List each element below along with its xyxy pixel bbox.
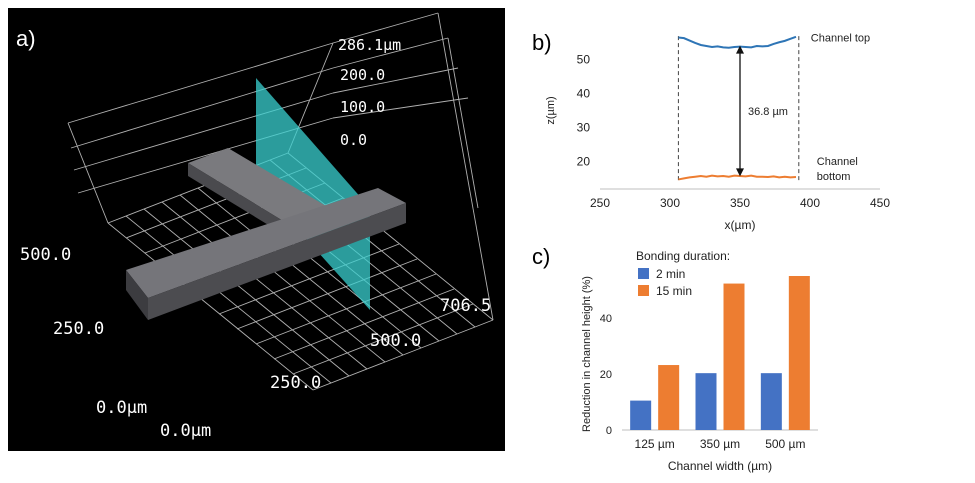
height-annotation: 36.8 µm [748,106,788,118]
z-label-200: 200.0 [340,66,385,84]
y-tick-label: 40 [600,313,612,325]
bar-2-min-1 [695,373,717,430]
x-tick-label: 300 [660,196,680,210]
y-tick-label: 0 [606,425,612,437]
y-tick-label: 30 [577,121,591,135]
series-label-channel-bottom-1: Channel [817,156,858,168]
series-label-channel-top: Channel top [811,32,870,44]
panel-a-3d-view: 286.1µm 200.0 100.0 0.0 500.0 250.0 0.0µ… [8,8,505,451]
x-tick-label: 400 [800,196,820,210]
y-label-500: 500.0 [20,245,71,265]
y-axis-title: z(µm) [545,96,557,124]
chart-c-bar-chart: 0 20 40 125 µm 350 µm 500 µm Channel width (µm… [581,249,818,473]
x-label-250: 250.0 [270,373,321,393]
bar-15-min-2 [788,276,810,430]
chart-b-profile: 250 300 350 400 450 20 30 40 50 x(µm) z(µm) 36.8 µm… [545,32,890,232]
legend-swatch-15-min [638,285,649,296]
legend-label-2-min: 2 min [656,267,685,281]
bar-15-min-0 [658,365,680,430]
bar-15-min-1 [723,283,745,430]
z-label-max: 286.1µm [338,36,401,54]
y-tick-label: 40 [577,86,591,100]
x-axis-title: Channel width (µm) [668,459,772,473]
category-label: 350 µm [700,437,740,451]
category-label: 125 µm [635,437,675,451]
legend-title: Bonding duration: [636,249,730,263]
z-label-0: 0.0 [340,131,367,149]
panel-a-letter: a) [16,26,36,51]
channel-structure [126,148,406,320]
legend-label-15-min: 15 min [656,284,692,298]
y-tick-label: 20 [577,155,591,169]
x-tick-label: 250 [590,196,610,210]
y-label-250: 250.0 [53,319,104,339]
series-label-channel-bottom-2: bottom [817,171,851,183]
y-axis-title: Reduction in channel height (%) [581,276,593,432]
x-label-0: 0.0µm [160,421,211,441]
x-label-706: 706.5 [440,296,491,316]
panel-c-letter: c) [532,244,551,269]
x-tick-label: 450 [870,196,890,210]
cross-section-plane [256,78,370,310]
panel-a-canvas: 286.1µm 200.0 100.0 0.0 500.0 250.0 0.0µ… [16,12,494,441]
bar-2-min-2 [760,373,782,430]
y-tick-label: 50 [577,52,591,66]
height-arrow-head-top [736,45,744,54]
height-arrow-head-bottom [736,168,744,177]
series-line-channel-top [678,35,797,49]
y-tick-label: 20 [600,369,612,381]
series-line-channel-bottom [678,174,797,181]
legend-swatch-2-min [638,268,649,279]
bar-2-min-0 [630,400,652,430]
x-axis-title: x(µm) [725,218,756,232]
x-label-500: 500.0 [370,331,421,351]
x-tick-label: 350 [730,196,750,210]
panel-b-letter: b) [532,30,552,55]
category-label: 500 µm [765,437,805,451]
y-label-0: 0.0µm [96,398,147,418]
z-label-100: 100.0 [340,98,385,116]
